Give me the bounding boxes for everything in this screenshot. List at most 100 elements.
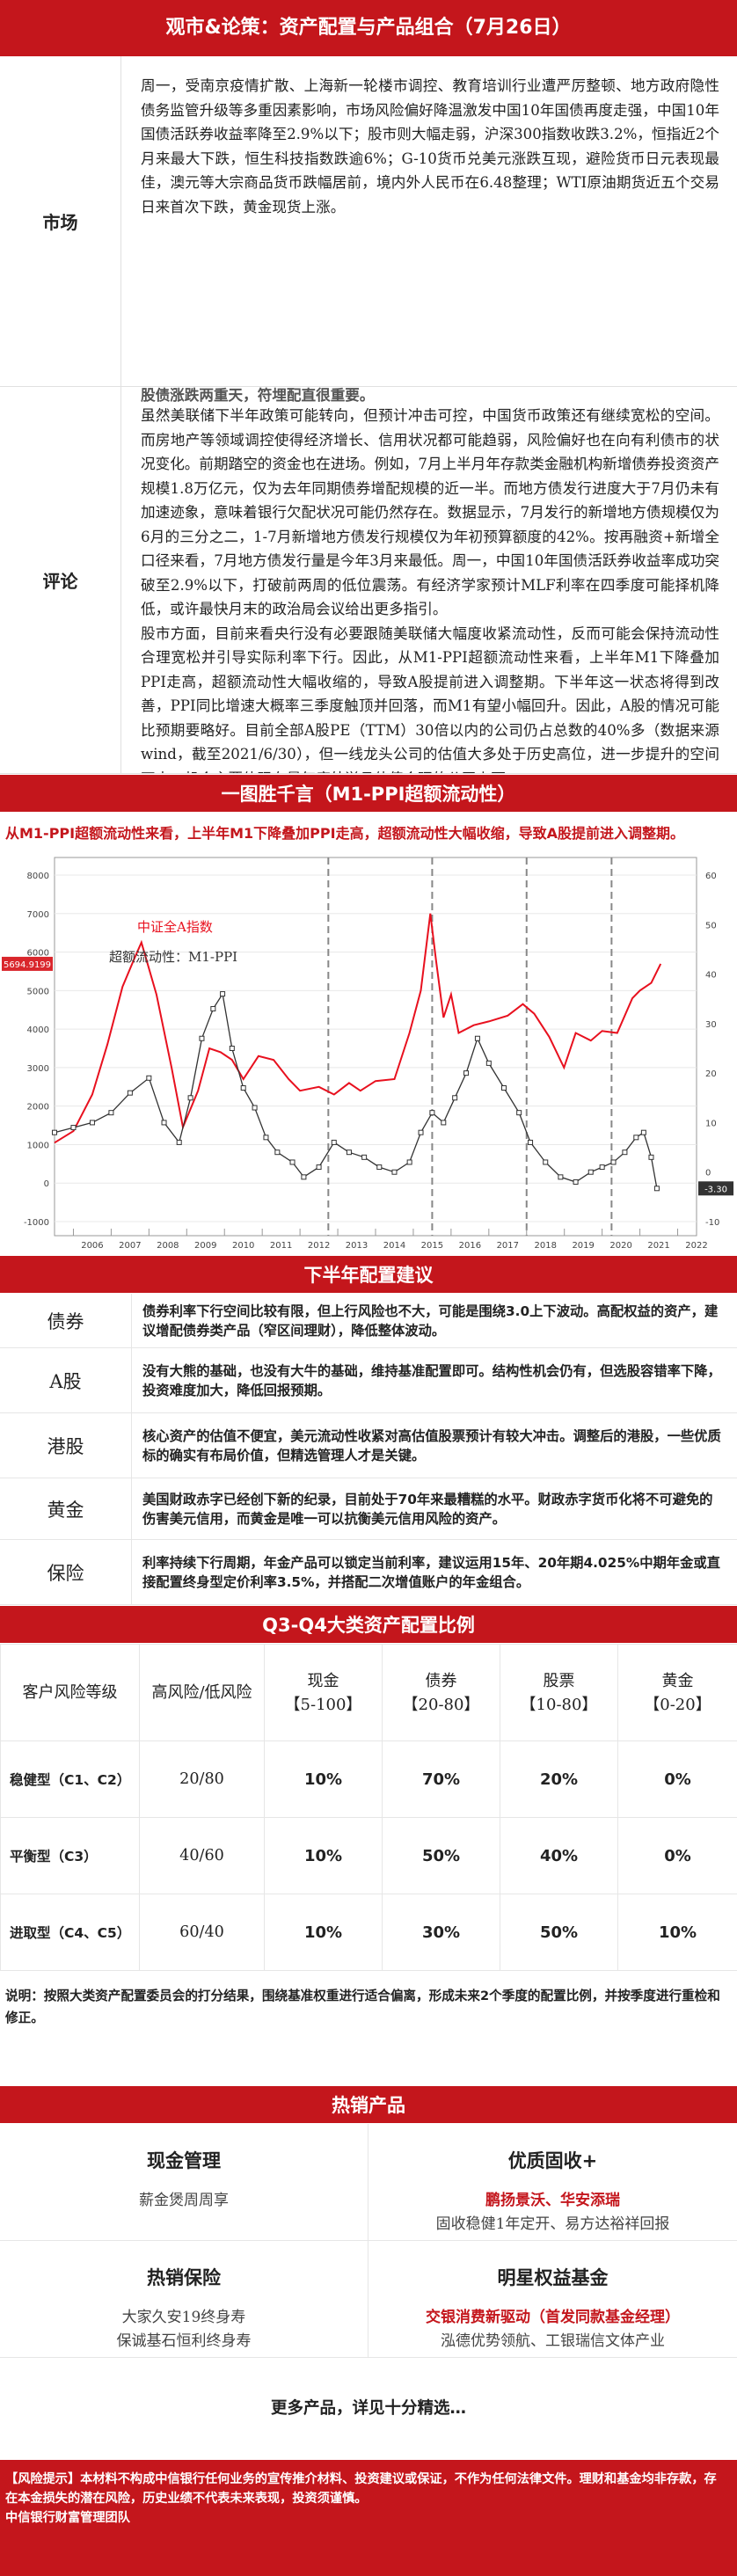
y-right-tick-label: 10 xyxy=(705,1119,717,1128)
y-right-tick-label: 40 xyxy=(705,971,717,981)
product-title: 热销保险 xyxy=(0,2264,368,2290)
table-row: 平衡型（C3） 40/60 10% 50% 40% 0% xyxy=(1,1818,737,1894)
allocation-ratio-table: 客户风险等级 高风险/低风险 现金【5-100】 债券【20-80】 股票【10… xyxy=(0,1644,737,1971)
m1-ppi-point xyxy=(419,1130,423,1135)
x-tick-label: 2013 xyxy=(346,1241,368,1251)
ratio-cell-stock: 20% xyxy=(500,1741,618,1818)
ratio-cell-stock: 50% xyxy=(500,1894,618,1971)
comment-section: 评论 股债涨跌两重天，符埋配直很重要。 虽然美联储下半年政策可能转向，但预计冲击… xyxy=(0,387,737,774)
product-card-fixed-income[interactable]: 优质固收+ 鹏扬景沃、华安添瑞 固收稳健1年定开、易方达裕祥回报 xyxy=(368,2124,737,2241)
y-right-tick-label: 0 xyxy=(705,1169,711,1179)
comment-bond-paragraph: 虽然美联储下半年政策可能转向，但预计冲击可控，中国货币政策还有继续宽松的空间。而… xyxy=(141,404,719,622)
product-card-insurance[interactable]: 热销保险 大家久安19终身寿 保诚基石恒利终身寿 xyxy=(0,2241,368,2358)
y-left-tick-label: -1000 xyxy=(24,1218,49,1228)
m1-ppi-point xyxy=(611,1160,616,1164)
ratio-cell-gold: 0% xyxy=(618,1818,737,1894)
allocation-row-insurance: 保险 利率持续下行周期，年金产品可以锁定当前利率，建议运用15年、20年期4.0… xyxy=(0,1540,737,1605)
comment-label: 评论 xyxy=(0,387,121,773)
y-left-tick-label: 7000 xyxy=(27,910,49,920)
ratio-header-risk-level: 客户风险等级 xyxy=(1,1645,140,1741)
m1-ppi-point xyxy=(529,1140,533,1144)
x-tick-label: 2014 xyxy=(383,1241,405,1251)
product-card-cash[interactable]: 现金管理 薪金煲周周享 xyxy=(0,2124,368,2241)
m1-ppi-point xyxy=(407,1160,412,1164)
allocation-row-bond: 债券 债券利率下行空间比较有限，但上行风险也不大，可能是围绕3.0上下波动。高配… xyxy=(0,1294,737,1348)
allocation-list: 债券 债券利率下行空间比较有限，但上行风险也不大，可能是围绕3.0上下波动。高配… xyxy=(0,1294,737,1605)
allocation-label-hk: 港股 xyxy=(0,1413,132,1478)
ratio-header-row: 客户风险等级 高风险/低风险 现金【5-100】 债券【20-80】 股票【10… xyxy=(1,1645,737,1741)
y-left-tick-label: 5000 xyxy=(27,987,49,996)
comment-cut-line: 股债涨跌两重天，符埋配直很重要。 xyxy=(141,387,719,404)
m1-ppi-point xyxy=(600,1165,604,1170)
m1-ppi-point xyxy=(53,1130,57,1135)
product-line: 固收稳健1年定开、易方达裕祥回报 xyxy=(368,2213,737,2237)
risk-team: 中信银行财富管理团队 xyxy=(5,2508,728,2528)
comment-equity-paragraph: 股市方面，目前来看央行没有必要跟随美联储大幅度收紧流动性，反而可能会保持流动性合… xyxy=(141,622,719,775)
m1-ppi-point xyxy=(517,1111,522,1115)
x-tick-label: 2021 xyxy=(647,1241,669,1251)
m1-ppi-chart-svg: 800070006000500040003000200010000-100060… xyxy=(0,854,737,1255)
x-tick-label: 2008 xyxy=(157,1241,179,1251)
allocation-text-insurance: 利率持续下行周期，年金产品可以锁定当前利率，建议运用15年、20年期4.025%… xyxy=(132,1540,737,1604)
m1-ppi-point xyxy=(558,1175,563,1179)
more-products-link[interactable]: 更多产品，详见十分精选… xyxy=(0,2358,737,2460)
m1-ppi-point xyxy=(634,1135,638,1140)
market-label: 市场 xyxy=(0,56,121,386)
ratio-cell-bond: 70% xyxy=(383,1741,500,1818)
x-tick-label: 2015 xyxy=(421,1241,443,1251)
m1-ppi-point xyxy=(453,1096,457,1100)
m1-ppi-point xyxy=(109,1111,113,1115)
m1-ppi-point xyxy=(275,1150,280,1155)
m1-ppi-point xyxy=(392,1170,397,1174)
m1-ppi-point xyxy=(573,1179,578,1184)
m1-ppi-point xyxy=(544,1160,548,1164)
x-tick-label: 2012 xyxy=(308,1241,330,1251)
x-tick-label: 2010 xyxy=(232,1241,254,1251)
y-left-tick-label: 1000 xyxy=(27,1141,49,1150)
ratio-cell-cash: 10% xyxy=(265,1741,383,1818)
product-line: 薪金煲周周享 xyxy=(0,2189,368,2213)
m1-ppi-point xyxy=(71,1126,76,1130)
ratio-cell-cash: 10% xyxy=(265,1818,383,1894)
x-tick-label: 2006 xyxy=(81,1241,103,1251)
ratio-note: 说明：按照大类资产配置委员会的打分结果，围绕基准权重进行适合偏离，形成未来2个季… xyxy=(0,1971,737,2085)
m1-ppi-point xyxy=(302,1175,306,1179)
allocation-label-bond: 债券 xyxy=(0,1294,132,1347)
right-value-label: -3.30 xyxy=(704,1185,727,1194)
ratio-cell-stock: 40% xyxy=(500,1818,618,1894)
product-line: 交银消费新驱动（首发同款基金经理） xyxy=(368,2306,737,2330)
product-card-equity-fund[interactable]: 明星权益基金 交银消费新驱动（首发同款基金经理） 泓德优势领航、工银瑞信文体产业 xyxy=(368,2241,737,2358)
y-left-tick-label: 3000 xyxy=(27,1064,49,1074)
table-row: 稳健型（C1、C2） 20/80 10% 70% 20% 0% xyxy=(1,1741,737,1818)
x-tick-label: 2011 xyxy=(270,1241,292,1251)
allocation-text-a-share: 没有大熊的基础，也没有大牛的基础，维持基准配置即可。结构性机会仍有，但选股容错率… xyxy=(132,1348,737,1412)
allocation-label-insurance: 保险 xyxy=(0,1540,132,1604)
m1-ppi-point xyxy=(502,1086,507,1091)
ratio-cell-type: 进取型（C4、C5） xyxy=(1,1894,140,1971)
m1-ppi-point xyxy=(317,1165,321,1170)
ratio-cell-gold: 10% xyxy=(618,1894,737,1971)
product-line: 保诚基石恒利终身寿 xyxy=(0,2330,368,2353)
ratio-header-high-low: 高风险/低风险 xyxy=(140,1645,265,1741)
m1-ppi-point xyxy=(362,1155,367,1159)
allocation-label-a-share: A股 xyxy=(0,1348,132,1412)
y-right-tick-label: 30 xyxy=(705,1020,717,1030)
risk-text: 【风险提示】本材料不构成中信银行任何业务的宣传推介材料、投资建议或保证，不作为任… xyxy=(5,2470,728,2508)
x-tick-label: 2009 xyxy=(194,1241,216,1251)
m1-ppi-point xyxy=(221,992,225,996)
m1-ppi-point xyxy=(654,1186,659,1191)
ratio-cell-bond: 50% xyxy=(383,1818,500,1894)
y-right-tick-label: 20 xyxy=(705,1069,717,1079)
y-left-tick-label: 2000 xyxy=(27,1103,49,1113)
m1-ppi-point xyxy=(623,1150,627,1155)
m1-ppi-point xyxy=(464,1071,469,1076)
m1-ppi-point xyxy=(430,1111,434,1115)
x-tick-label: 2022 xyxy=(685,1241,707,1251)
x-tick-label: 2018 xyxy=(535,1241,557,1251)
ratio-cell-type: 稳健型（C1、C2） xyxy=(1,1741,140,1818)
y-right-tick-label: -10 xyxy=(705,1218,719,1228)
allocation-row-gold: 黄金 美国财政赤字已经创下新的纪录，目前处于70年来最糟糕的水平。财政赤字货币化… xyxy=(0,1478,737,1540)
ratio-cell-type: 平衡型（C3） xyxy=(1,1818,140,1894)
allocation-row-hk: 港股 核心资产的估值不便宜，美元流动性收紧对高估值股票预计有较大冲击。调整后的港… xyxy=(0,1413,737,1478)
